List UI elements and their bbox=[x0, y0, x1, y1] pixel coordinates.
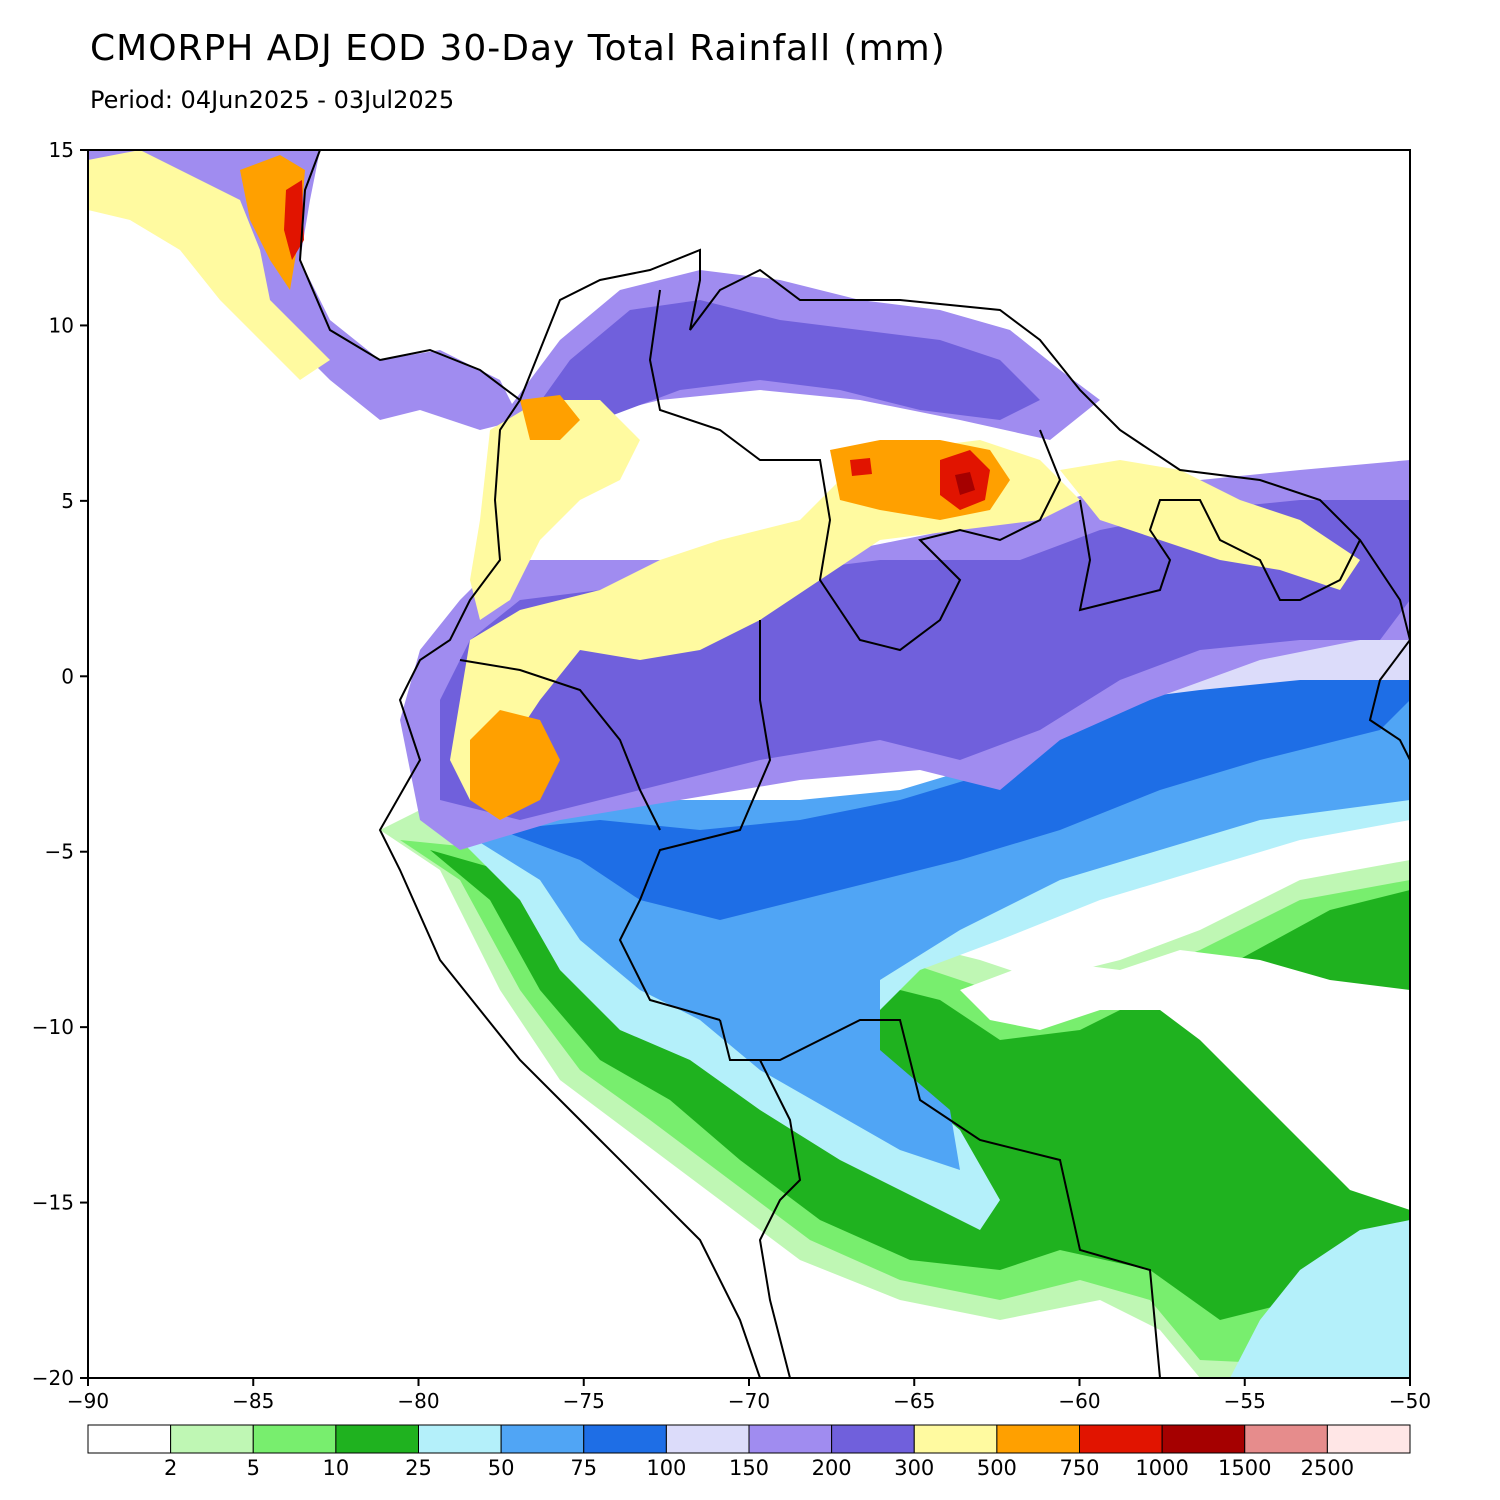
colorbar-label: 200 bbox=[812, 1456, 852, 1480]
colorbar-label: 750 bbox=[1059, 1456, 1099, 1480]
x-tick-label: −55 bbox=[1224, 1389, 1266, 1413]
rain-zone-500-guiana bbox=[1060, 460, 1360, 590]
colorbar-label: 5 bbox=[247, 1456, 260, 1480]
colorbar-label: 300 bbox=[894, 1456, 934, 1480]
colorbar-label: 1500 bbox=[1218, 1456, 1271, 1480]
x-tick-label: −90 bbox=[67, 1389, 109, 1413]
colorbar-label: 75 bbox=[570, 1456, 597, 1480]
colorbar-swatch bbox=[748, 1424, 833, 1454]
border-colombia-brazil bbox=[618, 620, 772, 1021]
y-tick-label: 10 bbox=[49, 313, 74, 337]
rain-zone-500-ca bbox=[88, 150, 330, 380]
rainfall-field bbox=[88, 150, 1410, 1378]
y-tick-label: 15 bbox=[49, 138, 74, 162]
colorbar-label: 150 bbox=[729, 1456, 769, 1480]
rain-zone-1000-b bbox=[850, 458, 872, 476]
x-tick-label: −85 bbox=[232, 1389, 274, 1413]
colorbar-swatch bbox=[913, 1424, 998, 1454]
colorbar-swatch bbox=[996, 1424, 1080, 1454]
x-tick-label: −50 bbox=[1389, 1389, 1431, 1413]
map-title: CMORPH ADJ EOD 30-Day Total Rainfall (mm… bbox=[90, 28, 946, 69]
colorbar-swatch bbox=[1326, 1424, 1411, 1454]
colorbar-label: 25 bbox=[405, 1456, 432, 1480]
colorbar-swatch bbox=[252, 1424, 337, 1454]
border-venezuela-brazil bbox=[839, 429, 1062, 652]
colorbar-label: 100 bbox=[646, 1456, 686, 1480]
y-tick-label: 0 bbox=[61, 664, 74, 688]
colorbar-label: 1000 bbox=[1135, 1456, 1188, 1480]
border-peru-bolivia bbox=[758, 1059, 802, 1378]
border-peru-brazil bbox=[719, 1019, 1161, 1378]
colorbar-swatch bbox=[1161, 1424, 1246, 1454]
y-tick-label: −10 bbox=[32, 1015, 74, 1039]
colorbar-swatch bbox=[583, 1424, 667, 1454]
rain-zone-750-peru bbox=[470, 710, 560, 820]
rain-zone-500 bbox=[450, 440, 1080, 800]
period-subtitle: Period: 04Jun2025 - 03Jul2025 bbox=[90, 86, 455, 114]
coastline-south-america bbox=[298, 150, 761, 1378]
colorbar-swatch bbox=[1244, 1424, 1328, 1454]
rain-zone-300-north bbox=[520, 300, 1040, 430]
x-tick-label: −80 bbox=[397, 1389, 439, 1413]
coastline-caribbean bbox=[519, 248, 1410, 641]
country-borders bbox=[459, 289, 1361, 1378]
colorbar-label: 2 bbox=[164, 1456, 177, 1480]
colorbar-label: 50 bbox=[488, 1456, 515, 1480]
rain-zone-50-south bbox=[1230, 1220, 1410, 1378]
border-guyana bbox=[1078, 499, 1361, 612]
y-tick-label: 5 bbox=[61, 489, 74, 513]
colorbar-swatch bbox=[87, 1424, 172, 1454]
colorbar-swatch bbox=[418, 1424, 502, 1454]
x-tick-label: −75 bbox=[563, 1389, 605, 1413]
rain-zone-dry bbox=[960, 950, 1410, 1210]
y-tick-label: −5 bbox=[45, 840, 74, 864]
colorbar-swatch bbox=[665, 1424, 750, 1454]
colorbar-swatch bbox=[500, 1424, 585, 1454]
rain-zone-750-colombia bbox=[520, 395, 580, 440]
border-peru-ecuador bbox=[459, 659, 661, 831]
coastline-amazon-delta bbox=[1368, 639, 1410, 761]
x-tick-label: −65 bbox=[893, 1389, 935, 1413]
rain-zone-300 bbox=[440, 500, 1410, 820]
rain-zone-1500 bbox=[955, 472, 975, 495]
colorbar-label: 10 bbox=[323, 1456, 350, 1480]
y-axis: 15 10 5 0 −5 −10 −15 −20 bbox=[32, 138, 88, 1390]
y-tick-label: −20 bbox=[32, 1366, 74, 1390]
colorbar-label: 2500 bbox=[1301, 1456, 1354, 1480]
x-tick-label: −70 bbox=[728, 1389, 770, 1413]
colorbar-swatch bbox=[170, 1424, 254, 1454]
colorbar-swatch bbox=[1079, 1424, 1163, 1454]
y-tick-label: −15 bbox=[32, 1191, 74, 1215]
coastlines bbox=[298, 150, 1410, 1378]
x-axis: −90 −85 −80 −75 −70 −65 −60 −55 −50 bbox=[67, 1378, 1431, 1413]
colorbar-label: 500 bbox=[977, 1456, 1017, 1480]
border-colombia-venezuela bbox=[648, 289, 841, 611]
colorbar: 2 5 10 25 50 75 100 150 200 300 500 750 1000 1500 2500 bbox=[87, 1424, 1411, 1480]
colorbar-swatch bbox=[335, 1424, 419, 1454]
colorbar-swatch bbox=[831, 1424, 915, 1454]
x-tick-label: −60 bbox=[1058, 1389, 1100, 1413]
rain-zone-1000-ca bbox=[284, 180, 304, 260]
rain-zone-100 bbox=[500, 620, 1410, 920]
rain-zone-500-coast bbox=[470, 400, 640, 620]
